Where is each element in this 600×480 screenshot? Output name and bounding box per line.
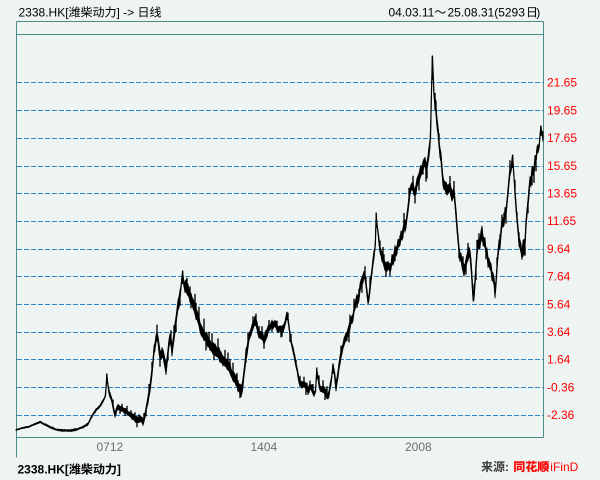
svg-text:04.03.11: 04.03.11 (389, 6, 435, 20)
svg-text:]: ] (117, 463, 121, 477)
svg-text:17.65: 17.65 (547, 131, 577, 145)
svg-text:): ) (536, 6, 540, 20)
svg-text:15.65: 15.65 (547, 159, 577, 173)
svg-text:5.64: 5.64 (547, 297, 571, 311)
svg-text:1404: 1404 (251, 440, 278, 454)
svg-text::: : (505, 460, 509, 474)
svg-text:-2.36: -2.36 (547, 408, 575, 422)
svg-text:1.64: 1.64 (547, 353, 571, 367)
svg-text:-0.36: -0.36 (547, 380, 575, 394)
svg-text:11.65: 11.65 (547, 214, 576, 228)
svg-text:iFinD: iFinD (550, 460, 578, 474)
svg-text:2338.HK[: 2338.HK[ (18, 463, 69, 477)
svg-text:7.64: 7.64 (547, 270, 571, 284)
svg-text:25.08.31(5293: 25.08.31(5293 (448, 6, 526, 20)
svg-text:] ->: ] -> (117, 6, 135, 20)
svg-text:0712: 0712 (97, 440, 124, 454)
svg-text:21.65: 21.65 (547, 76, 577, 90)
svg-text:2008: 2008 (405, 440, 432, 454)
svg-text:13.65: 13.65 (547, 187, 577, 201)
svg-text:9.64: 9.64 (547, 242, 571, 256)
svg-text:19.65: 19.65 (547, 103, 577, 117)
svg-text:2338.HK[: 2338.HK[ (19, 6, 70, 20)
svg-text:3.64: 3.64 (547, 325, 571, 339)
